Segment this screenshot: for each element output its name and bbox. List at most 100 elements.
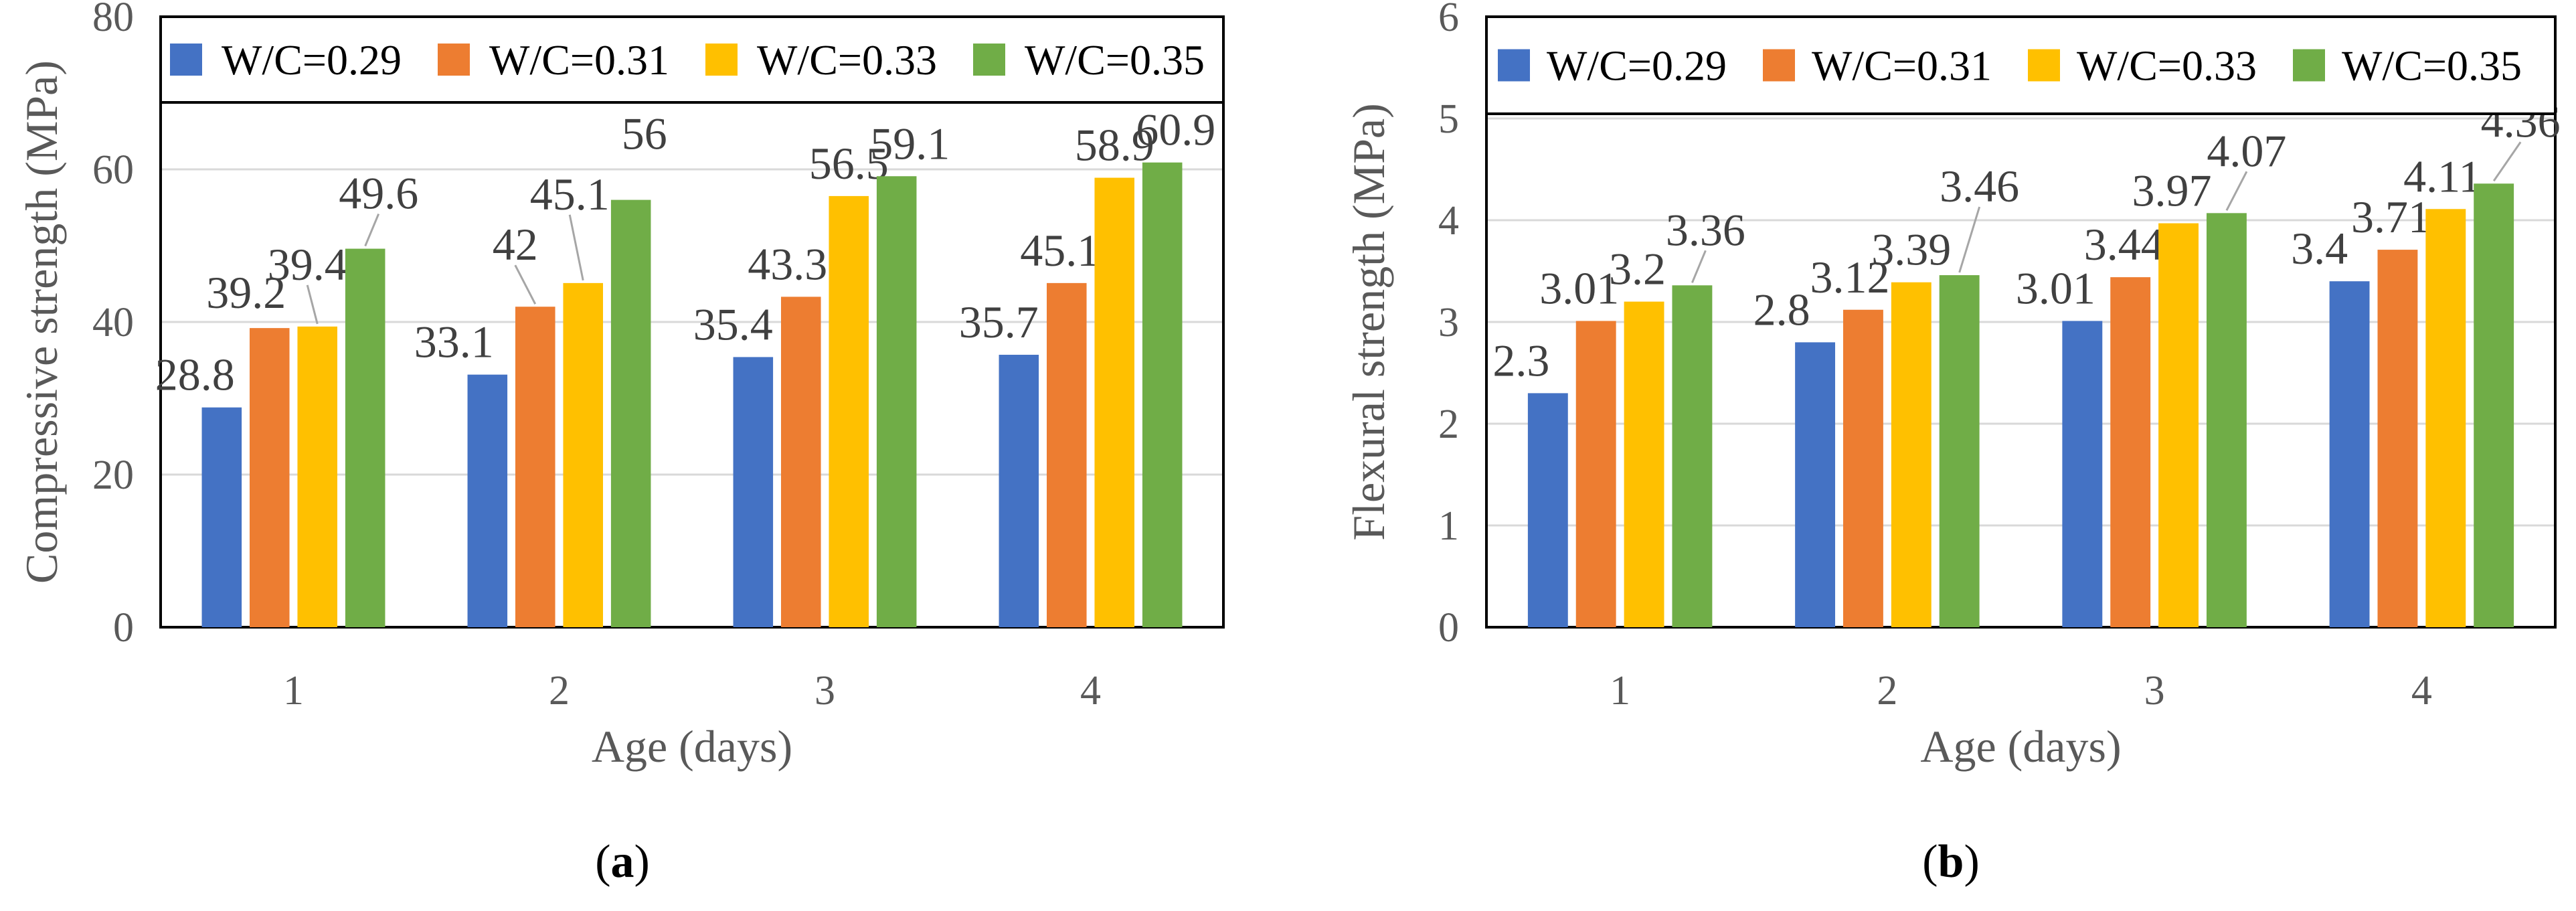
leader-line: [306, 284, 319, 325]
caption-letter: b: [1938, 836, 1964, 888]
bar-wc031-1: [249, 328, 290, 627]
y-tick-label: 4: [1438, 198, 1459, 244]
data-label: 3.39: [1871, 224, 1951, 275]
bar-wc029-4: [999, 355, 1039, 627]
legend-label: W/C=0.29: [222, 36, 402, 84]
legend-box: [1485, 15, 2557, 115]
figure-caption: (a): [595, 836, 650, 888]
data-label: 56: [622, 108, 667, 159]
data-label: 3.2: [1609, 244, 1666, 295]
bar-wc035-2: [610, 199, 651, 628]
y-tick-label: 0: [113, 605, 134, 651]
legend-label: W/C=0.31: [1812, 42, 1992, 90]
data-label: 39.4: [268, 239, 347, 290]
x-axis-title: Age (days): [592, 721, 792, 772]
chart-a: 020406080128.839.239.449.6233.14245.1563…: [16, 0, 1225, 888]
bar-wc031-3: [2110, 277, 2151, 627]
x-tick-label: 3: [2144, 668, 2165, 714]
bar-wc031-2: [515, 307, 555, 627]
bar-wc033-3: [2158, 223, 2199, 627]
leader-line: [2225, 171, 2248, 212]
data-label: 58.9: [1075, 120, 1154, 171]
bar-wc033-4: [1094, 177, 1135, 627]
data-label: 42: [493, 219, 538, 270]
bar-wc031-4: [2377, 250, 2418, 628]
data-label: 35.4: [693, 299, 773, 349]
y-tick-label: 5: [1438, 96, 1459, 142]
figure-caption: (b): [1922, 836, 1980, 888]
data-label: 4.11: [2403, 151, 2481, 201]
leader-line: [2492, 141, 2522, 182]
legend-swatch: [170, 44, 202, 76]
data-label: 2.8: [1753, 284, 1810, 335]
y-tick-label: 1: [1438, 503, 1459, 549]
y-tick-label: 40: [92, 300, 134, 345]
caption-letter: a: [611, 836, 634, 888]
bar-wc035-2: [1939, 275, 1980, 628]
caption-close: ): [634, 836, 650, 888]
bar-wc029-3: [733, 357, 774, 627]
bar-wc029-1: [1527, 393, 1568, 627]
data-label: 3.12: [1810, 252, 1889, 303]
legend-label: W/C=0.31: [489, 36, 669, 84]
y-tick-label: 2: [1438, 402, 1459, 447]
legend-label: W/C=0.33: [757, 36, 937, 84]
bar-wc033-2: [563, 282, 604, 627]
caption-open: (: [595, 836, 610, 888]
leader-line: [1958, 206, 1981, 273]
data-label: 49.6: [339, 168, 418, 219]
legend-swatch: [973, 44, 1005, 76]
x-tick-label: 2: [1877, 668, 1897, 714]
bar-wc031-3: [780, 297, 821, 627]
y-tick-label: 6: [1438, 0, 1459, 40]
legend-label: W/C=0.33: [2077, 42, 2257, 90]
data-label: 3.36: [1666, 204, 1745, 255]
data-label: 3.71: [2351, 191, 2431, 242]
data-label: 2.3: [1492, 335, 1549, 386]
data-label: 28.8: [155, 349, 235, 400]
bar-wc035-4: [1142, 162, 1183, 628]
data-label: 3.01: [1539, 262, 1619, 313]
leader-line: [1691, 250, 1707, 283]
x-tick-label: 2: [549, 668, 570, 714]
bar-wc031-4: [1046, 282, 1087, 627]
data-label: 45.1: [530, 169, 610, 220]
legend-label: W/C=0.35: [1025, 36, 1205, 84]
data-label: 60.9: [1136, 104, 1215, 155]
legend-label: W/C=0.35: [2342, 42, 2522, 90]
bar-wc029-2: [467, 374, 508, 627]
data-label: 3.46: [1940, 161, 2019, 212]
legend-swatch: [1498, 49, 1530, 82]
bar-wc033-1: [1624, 301, 1664, 627]
data-label: 39.2: [206, 267, 286, 318]
data-label: 59.1: [870, 118, 950, 169]
bar-wc033-4: [2425, 209, 2466, 627]
bar-wc035-1: [1672, 285, 1713, 627]
caption-open: (: [1922, 836, 1938, 888]
x-tick-label: 4: [2411, 668, 2432, 714]
y-tick-label: 60: [92, 147, 134, 193]
bar-wc035-3: [2206, 213, 2247, 627]
bar-wc029-3: [2062, 321, 2103, 627]
data-label: 3.44: [2084, 219, 2164, 270]
y-axis-title: Flexural strength (MPa): [1343, 103, 1394, 540]
x-tick-label: 1: [283, 668, 304, 714]
data-label: 45.1: [1020, 225, 1100, 276]
leader-line: [568, 214, 584, 281]
bar-wc035-4: [2474, 183, 2514, 627]
data-label: 3.01: [2016, 262, 2095, 313]
chart-b: 012345612.33.013.23.3622.83.123.393.4633…: [1343, 0, 2561, 888]
data-label: 33.1: [414, 317, 494, 367]
data-label: 43.3: [748, 238, 827, 289]
legend-swatch: [2293, 49, 2325, 82]
bar-wc035-3: [876, 176, 917, 627]
legend-label: W/C=0.29: [1547, 42, 1727, 90]
data-label: 35.7: [959, 297, 1039, 347]
y-tick-label: 3: [1438, 300, 1459, 345]
bar-wc029-4: [2329, 281, 2370, 627]
data-label: 4.07: [2207, 125, 2286, 176]
legend-swatch: [705, 44, 738, 76]
data-label: 3.4: [2291, 223, 2348, 274]
bar-wc029-1: [201, 407, 242, 627]
